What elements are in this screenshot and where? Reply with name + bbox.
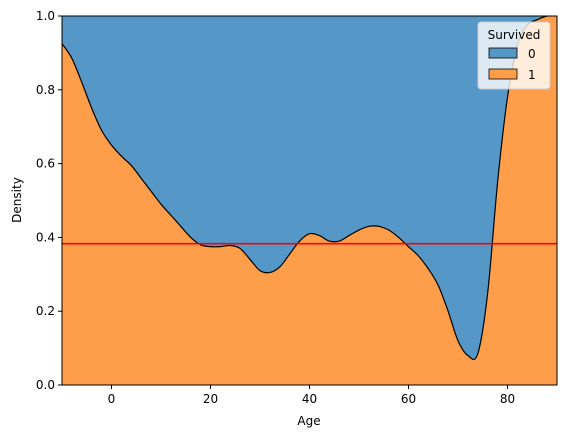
legend-swatch-1 <box>488 68 518 80</box>
area-series-1 <box>62 16 557 385</box>
legend-swatch-0 <box>488 47 518 59</box>
y-tick-label: 1.0 <box>36 9 55 23</box>
x-axis-label: Age <box>297 414 320 428</box>
x-tick-label: 40 <box>302 392 317 406</box>
y-tick-label: 0.4 <box>36 230 55 244</box>
y-tick-label: 0.6 <box>36 157 55 171</box>
y-axis-label: Density <box>10 177 24 223</box>
y-tick-label: 0.8 <box>36 83 55 97</box>
legend-title: Survived <box>488 28 541 42</box>
legend: Survived 0 1 <box>477 21 551 90</box>
x-tick-label: 80 <box>500 392 515 406</box>
boundary-line <box>62 16 557 360</box>
y-tick-label: 0.2 <box>36 304 55 318</box>
axes: 0 20 40 60 80 0.0 0.2 0.4 0.6 0.8 1.0 <box>36 9 515 406</box>
legend-label-1: 1 <box>528 68 536 82</box>
plot-area <box>62 16 557 385</box>
x-tick-label: 20 <box>203 392 218 406</box>
x-tick-label: 0 <box>108 392 116 406</box>
y-tick-label: 0.0 <box>36 378 55 392</box>
legend-label-0: 0 <box>528 47 536 61</box>
x-tick-label: 60 <box>401 392 416 406</box>
